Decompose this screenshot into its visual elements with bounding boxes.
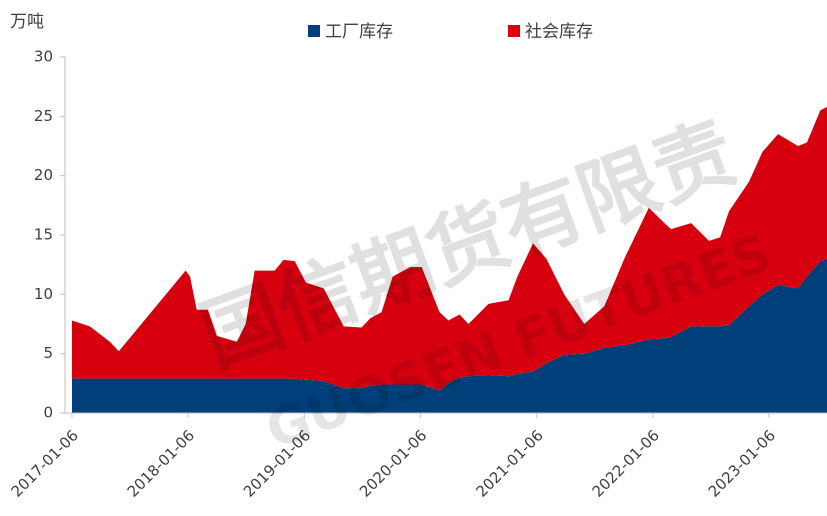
legend-label: 社会库存 xyxy=(525,22,593,42)
x-tick-label: 2020-01-06 xyxy=(356,426,430,500)
y-tick-label: 10 xyxy=(34,285,53,303)
x-tick-label: 2022-01-06 xyxy=(589,426,663,500)
legend-swatch xyxy=(508,25,520,37)
x-tick-label: 2023-01-06 xyxy=(705,426,779,500)
y-tick-label: 30 xyxy=(34,48,53,66)
y-axis-label: 万吨 xyxy=(10,12,44,32)
x-tick-label: 2017-01-06 xyxy=(8,426,82,500)
area xyxy=(72,258,827,413)
legend-label: 工厂库存 xyxy=(325,22,393,42)
y-tick-label: 5 xyxy=(43,344,53,362)
y-tick-label: 25 xyxy=(34,107,53,125)
area xyxy=(72,106,827,391)
y-tick-label: 20 xyxy=(34,166,53,184)
y-tick-label: 15 xyxy=(34,226,53,244)
legend: 工厂库存 社会库存 xyxy=(308,22,593,42)
y-tick-label: 0 xyxy=(43,404,53,422)
legend-swatch xyxy=(308,25,320,37)
x-tick-label: 2018-01-06 xyxy=(124,426,198,500)
x-tick-label: 2021-01-06 xyxy=(472,426,546,500)
